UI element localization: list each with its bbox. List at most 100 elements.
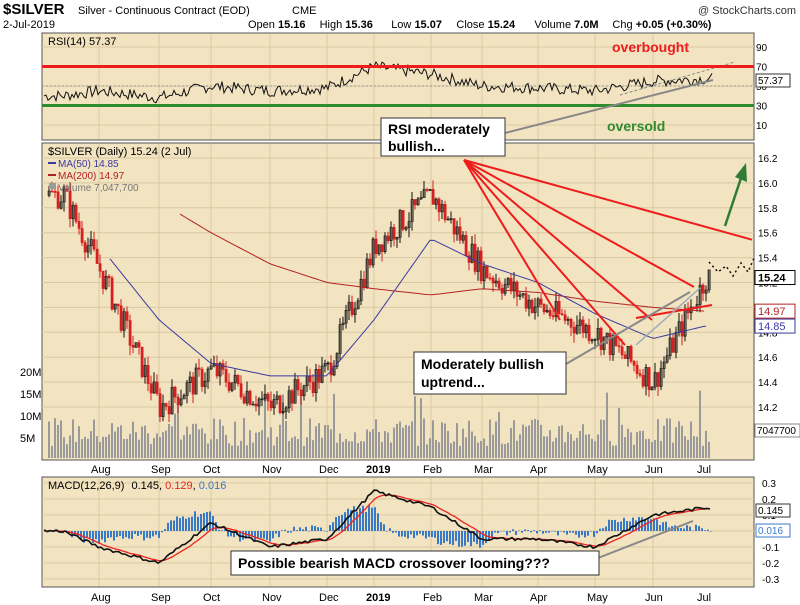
svg-text:RSI moderately: RSI moderately (388, 121, 490, 137)
ma200-line (179, 213, 705, 312)
price-body (698, 284, 702, 305)
volume-bar (522, 424, 524, 458)
macd-hist-bar (113, 531, 115, 541)
macd-hist-bar (500, 531, 502, 532)
price-body (533, 306, 537, 313)
macd-hist-bar (116, 531, 118, 537)
volume-bar (87, 438, 89, 458)
volume-bar (480, 440, 482, 458)
price-body (407, 221, 411, 228)
volume-bar (294, 436, 296, 458)
volume-bar (456, 423, 458, 458)
volume-bar (645, 439, 647, 458)
volume-bar (636, 432, 638, 458)
price-body (179, 398, 183, 406)
volume-bar (228, 443, 230, 458)
macd-line (43, 489, 711, 565)
macd-hist-bar (290, 531, 292, 533)
volume-bar (513, 420, 515, 458)
price-tick-label: 15.6 (758, 229, 778, 240)
volume-bar (141, 426, 143, 458)
macd-hist-bar (242, 531, 244, 540)
price-body (362, 278, 366, 288)
volume-bar (57, 424, 59, 458)
macd-hist-bar (152, 531, 154, 537)
volume-bar (432, 420, 434, 458)
price-body (89, 239, 93, 247)
trendline (463, 159, 561, 321)
macd-hist-bar (155, 531, 157, 535)
macd-hist-bar (677, 527, 679, 531)
price-body (146, 365, 150, 385)
volume-bar (576, 437, 578, 458)
macd-hist-bar (569, 531, 571, 533)
price-body (404, 227, 408, 230)
price-body (530, 299, 534, 313)
price-body (569, 318, 573, 328)
macd-hist-bar (536, 531, 538, 534)
macd-hist-bar (317, 527, 319, 531)
volume-bar (525, 426, 527, 458)
volume-bar (414, 396, 416, 458)
price-body (113, 303, 117, 310)
price-body (125, 311, 129, 321)
macd-tick-label: -0.1 (762, 543, 780, 554)
month-label: Oct (203, 592, 220, 604)
price-body (155, 381, 159, 394)
macd-hist-bar (227, 531, 229, 537)
volume-bar (150, 444, 152, 458)
macd-hist-bar (98, 531, 100, 544)
price-body (521, 293, 525, 296)
price-body (554, 301, 558, 317)
rsi-tick-label: 10 (756, 121, 768, 132)
volume-bar (618, 407, 620, 458)
macd-hist-bar (617, 522, 619, 531)
volume-bar (276, 436, 278, 458)
volume-bar (99, 441, 101, 458)
macd-hist-bar (278, 531, 280, 538)
price-body (107, 276, 111, 279)
volume-bar (459, 445, 461, 458)
macd-hist-bar (371, 507, 373, 531)
price-body (461, 235, 465, 241)
macd-hist-bar (560, 531, 562, 532)
price-tag-text: 15.24 (758, 273, 786, 285)
trendline (463, 159, 626, 346)
macd-hist-bar (611, 520, 613, 531)
month-label: Sep (151, 464, 171, 476)
price-body (680, 321, 684, 337)
macd-hist-bar (572, 531, 574, 533)
volume-bar (159, 437, 161, 458)
month-label: Dec (319, 464, 339, 476)
macd-hist-bar (401, 531, 403, 537)
volume-bar (216, 439, 218, 458)
month-label: Sep (151, 592, 171, 604)
price-body (74, 204, 78, 222)
macd-hist-bar (545, 531, 547, 533)
macd-hist-bar (359, 508, 361, 531)
macd-hist-bar (485, 531, 487, 544)
volume-tag-box (754, 423, 800, 438)
macd-hist-bar (593, 531, 595, 537)
price-body (644, 367, 648, 387)
macd-hist-bar (350, 510, 352, 531)
macd-hist-bar (419, 531, 421, 534)
volume-bar (567, 431, 569, 458)
macd-hist-bar (683, 528, 685, 531)
volume-bar (342, 441, 344, 458)
volume-bar (687, 439, 689, 458)
volume-bar (534, 418, 536, 458)
macd-hist-bar (563, 531, 565, 533)
volume-bar (363, 441, 365, 458)
macd-tags: 0.145 0.016 (755, 503, 791, 538)
volume-bar (102, 436, 104, 458)
macd-hist-bar (383, 524, 385, 531)
volume-bar (651, 442, 653, 458)
macd-hist-bar (440, 531, 442, 545)
price-body (413, 199, 417, 206)
macd-hist-bar (497, 531, 499, 534)
volume-bar (396, 423, 398, 458)
price-body (371, 238, 375, 266)
volume-bar (90, 431, 92, 458)
volume-bar (555, 437, 557, 458)
